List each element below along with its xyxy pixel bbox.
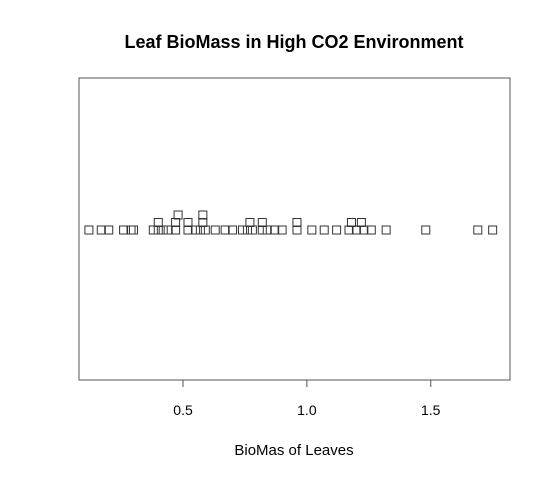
data-point [262,225,272,235]
data-point [319,225,329,235]
data-point [190,225,200,235]
data-point [242,225,252,235]
chart-title: Leaf BioMass in High CO2 Environment [124,32,463,52]
data-point [158,225,168,235]
data-point [344,225,354,235]
data-point [171,225,181,235]
x-tick-label: 0.5 [173,402,193,418]
x-tick-label: 1.5 [421,402,441,418]
data-point [366,225,376,235]
data-point [126,225,136,235]
x-tick-label: 1.0 [297,402,317,418]
data-point [257,218,267,227]
data-point [332,225,342,235]
data-point [198,218,208,227]
data-point [237,225,247,235]
data-point [421,225,431,235]
data-point [270,225,280,235]
data-point [183,218,193,227]
data-points [84,210,498,235]
data-point [356,218,366,227]
data-point [277,225,287,235]
data-point [292,225,302,235]
data-point [195,225,205,235]
data-point [198,210,208,220]
data-point [245,218,255,227]
data-point [381,225,391,235]
data-point [473,225,483,235]
data-point [292,218,302,227]
x-axis-label: BioMas of Leaves [234,442,353,459]
data-point [220,225,230,235]
data-point [119,225,129,235]
data-point [183,225,193,235]
data-point [173,210,183,220]
data-point [84,225,94,235]
data-point [200,225,210,235]
x-axis: 0.5 1.0 1.5 [173,379,441,418]
data-point [228,225,238,235]
data-point [163,225,173,235]
data-point [257,225,267,235]
data-point [307,225,317,235]
plot-frame [78,77,511,381]
data-point [488,225,498,235]
data-point [96,225,106,235]
data-point [153,218,163,227]
data-point [351,225,361,235]
data-point [153,225,163,235]
data-point [128,225,138,235]
data-point [247,225,257,235]
data-point [210,225,220,235]
data-point [104,225,114,235]
data-point [359,225,369,235]
data-point [346,218,356,227]
data-point [148,225,158,235]
data-point [171,218,181,227]
